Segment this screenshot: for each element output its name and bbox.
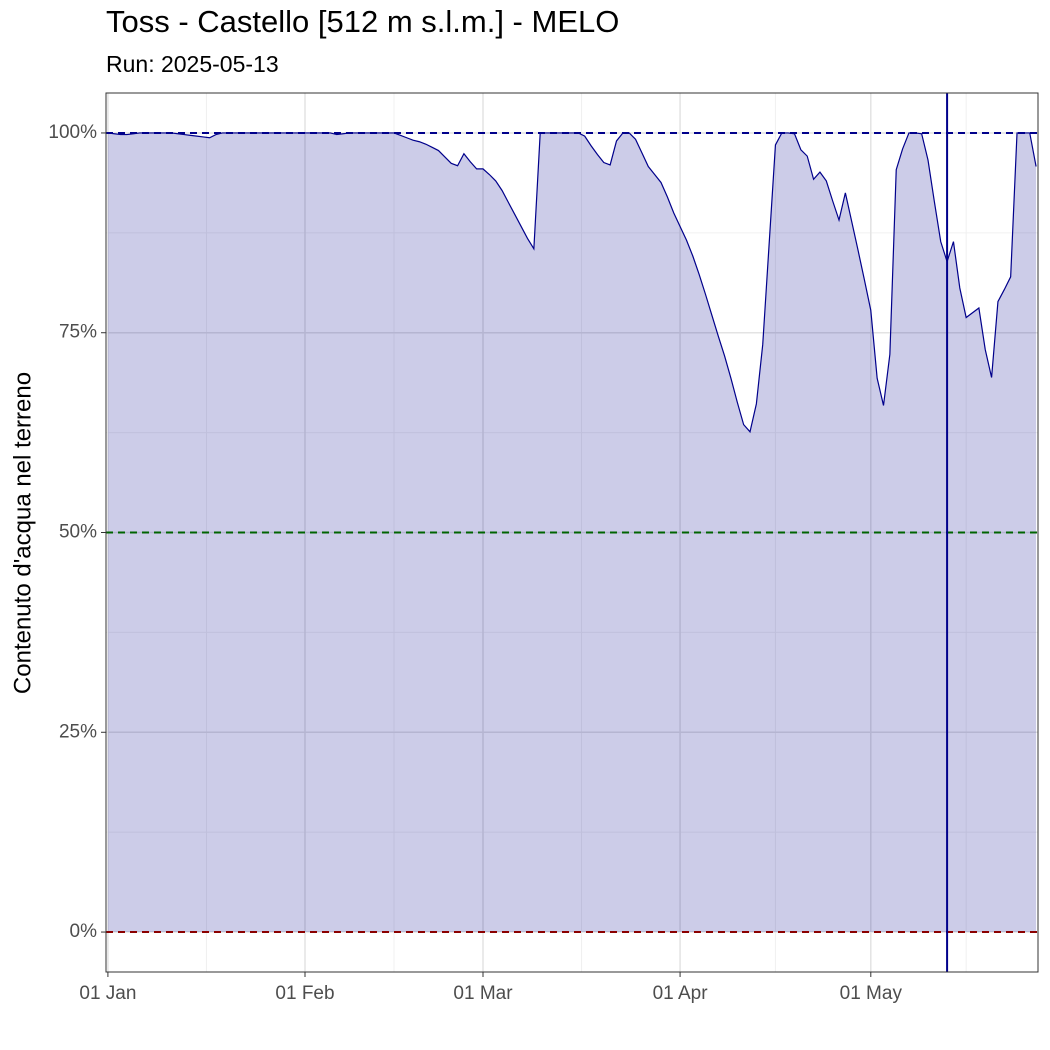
x-tick-label: 01 Apr	[653, 983, 709, 1004]
x-tick-label: 01 May	[840, 983, 903, 1004]
y-axis-label: Contenuto d'acqua nel terreno	[9, 372, 36, 694]
y-tick-label: 0%	[70, 921, 98, 942]
y-tick-label: 50%	[59, 522, 97, 543]
x-tick-label: 01 Feb	[275, 983, 334, 1004]
x-tick-label: 01 Jan	[79, 983, 136, 1004]
chart-title: Toss - Castello [512 m s.l.m.] - MELO	[106, 4, 619, 39]
y-tick-label: 75%	[59, 322, 97, 343]
plot-border	[105, 92, 1039, 973]
y-tick-label: 100%	[48, 122, 97, 143]
chart-subtitle: Run: 2025-05-13	[106, 51, 279, 77]
x-tick-label: 01 Mar	[453, 983, 513, 1004]
y-tick-label: 25%	[59, 721, 97, 742]
area	[107, 132, 1037, 933]
